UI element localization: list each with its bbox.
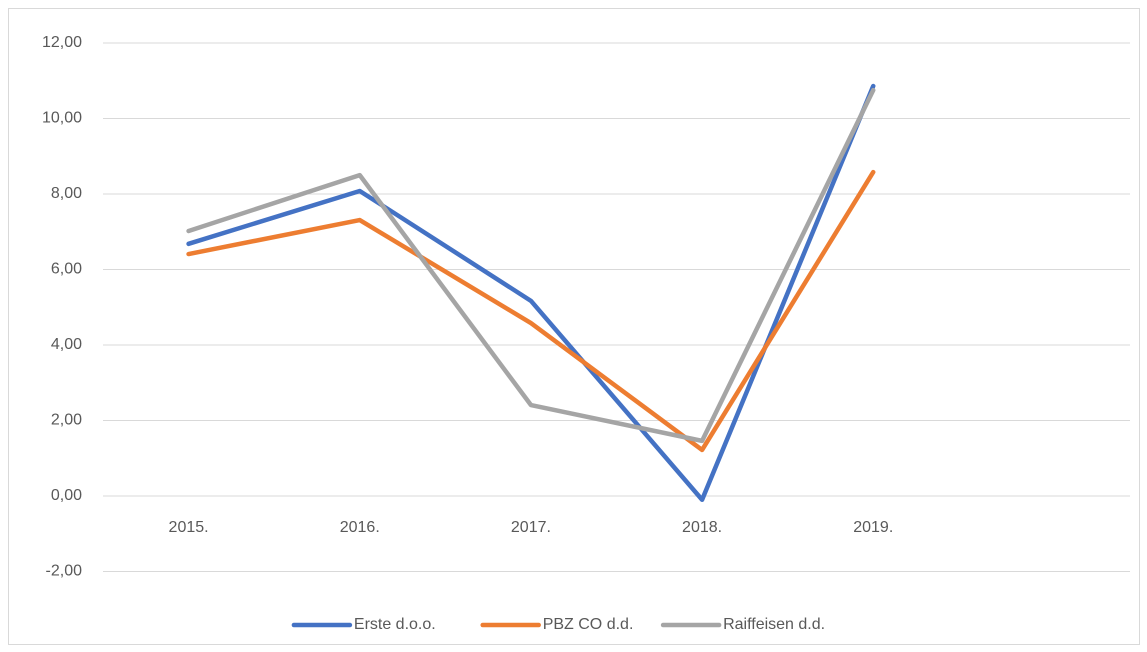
x-tick-label: 2015.	[169, 519, 209, 536]
y-tick-label: -2,00	[46, 563, 83, 580]
line-series	[186, 83, 876, 503]
y-tick-label: 10,00	[42, 110, 82, 127]
y-tick-label: 12,00	[42, 34, 82, 51]
line-series	[186, 87, 876, 444]
y-tick-label: 6,00	[51, 261, 82, 278]
y-tick-label: 4,00	[51, 336, 82, 353]
legend-label: PBZ CO d.d.	[543, 616, 634, 633]
x-tick-label: 2016.	[340, 519, 380, 536]
y-tick-label: 8,00	[51, 185, 82, 202]
x-tick-label: 2019.	[853, 519, 893, 536]
y-tick-label: 2,00	[51, 412, 82, 429]
chart-border	[8, 8, 1140, 645]
y-tick-label: 0,00	[51, 487, 82, 504]
legend-label: Raiffeisen d.d.	[723, 616, 825, 633]
line-series	[186, 169, 876, 453]
legend-label: Erste d.o.o.	[354, 616, 436, 633]
x-tick-label: 2017.	[511, 519, 551, 536]
x-tick-label: 2018.	[682, 519, 722, 536]
